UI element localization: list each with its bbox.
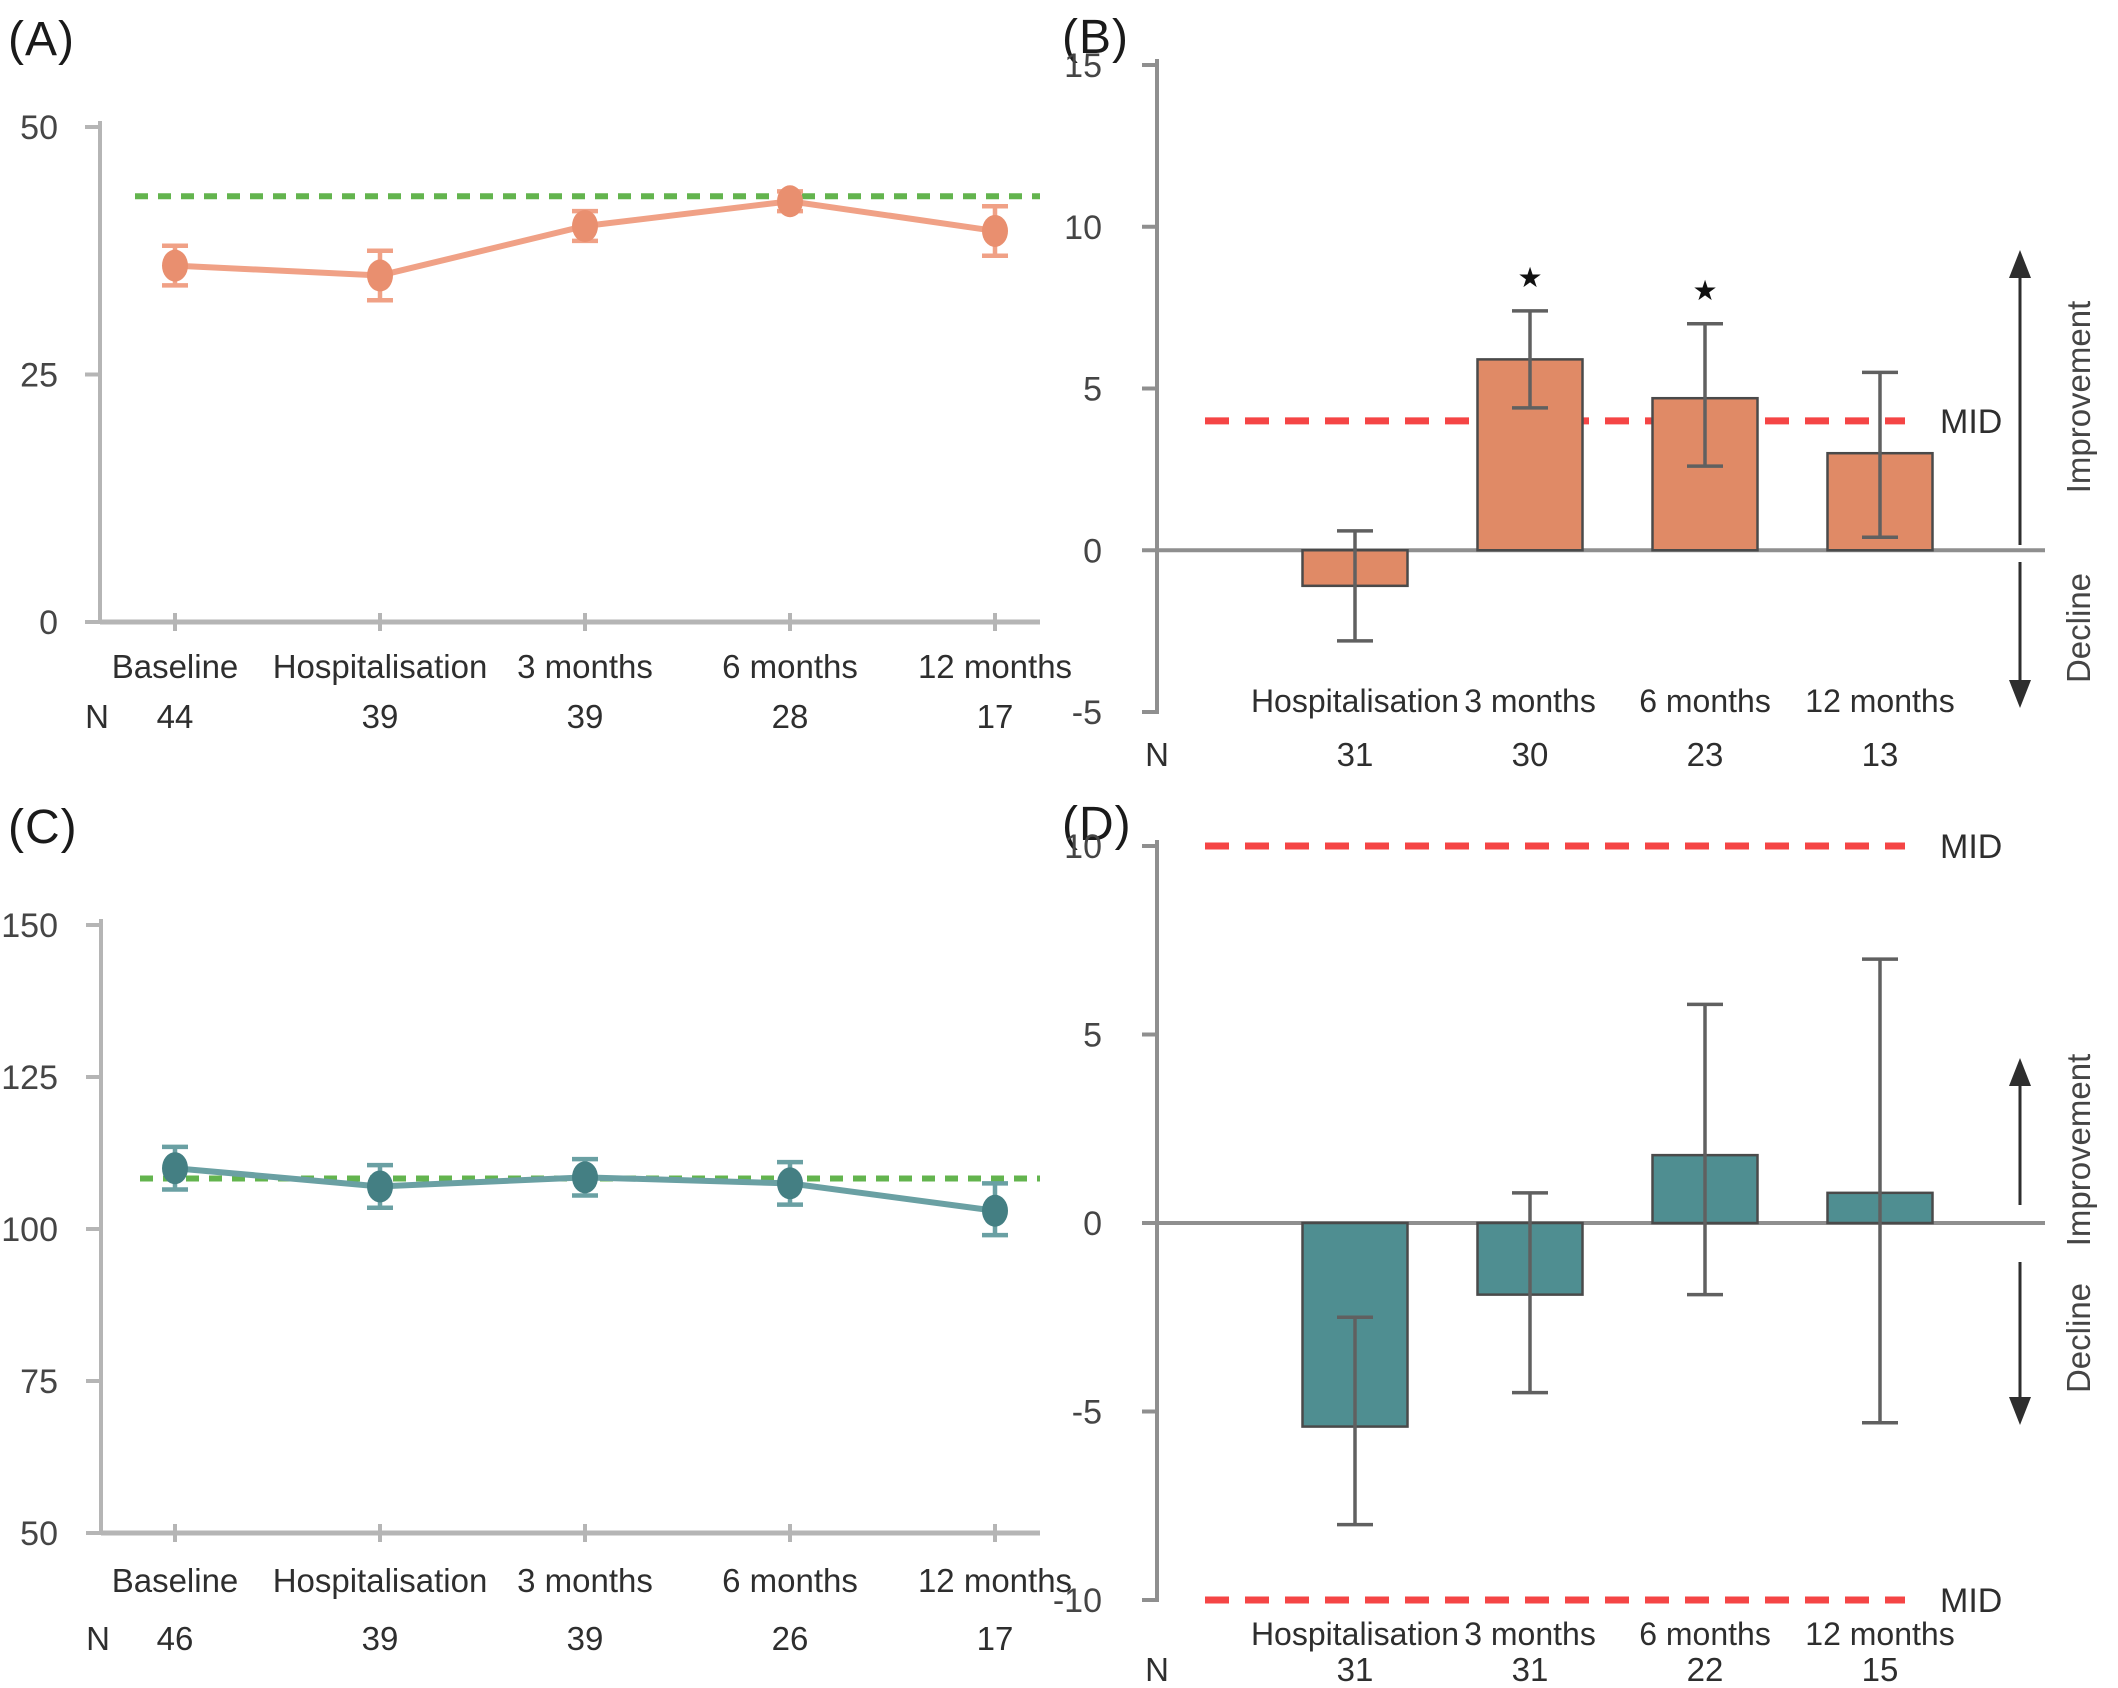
decline-label: Decline xyxy=(2060,1283,2097,1393)
n-value: 31 xyxy=(1512,1651,1549,1688)
y-tick-label: -10 xyxy=(1053,1582,1102,1620)
panel-a-letter: (A) xyxy=(8,13,75,66)
improvement-label: Improvement xyxy=(2060,1054,2097,1247)
n-value: 39 xyxy=(362,1620,399,1657)
n-value: 39 xyxy=(362,698,399,735)
category-label: 12 months xyxy=(918,648,1072,685)
n-value: 28 xyxy=(772,698,809,735)
decline-arrow xyxy=(2009,1262,2031,1425)
y-tick-label: 150 xyxy=(1,907,58,945)
n-value: 39 xyxy=(567,698,604,735)
y-tick-label: 0 xyxy=(1083,1205,1102,1243)
category-label: Hospitalisation xyxy=(273,648,488,685)
error-bar xyxy=(1337,1315,1373,1527)
n-value: 15 xyxy=(1862,1651,1899,1688)
category-label: 3 months xyxy=(517,1562,653,1599)
significance-star: ★ xyxy=(1517,262,1542,293)
n-value: 17 xyxy=(977,1620,1014,1657)
data-point xyxy=(982,1194,1008,1227)
y-tick-label: 5 xyxy=(1083,1017,1102,1055)
category-label: 6 months xyxy=(722,648,858,685)
y-tick-label: 15 xyxy=(1064,47,1102,85)
panel-d-letter: (D) xyxy=(1062,798,1132,851)
y-tick-label: 25 xyxy=(20,357,58,395)
y-tick-label: 5 xyxy=(1083,371,1102,409)
mid-label: MID xyxy=(1940,1582,2002,1620)
y-tick-label: 0 xyxy=(1083,532,1102,570)
y-tick-label: -5 xyxy=(1072,694,1102,732)
error-bar xyxy=(1512,1191,1548,1395)
y-tick-label: 50 xyxy=(20,109,58,147)
data-point xyxy=(367,259,393,292)
decline-label: Decline xyxy=(2060,573,2097,683)
n-row-label: N xyxy=(86,1620,110,1657)
y-tick-label: 10 xyxy=(1064,209,1102,247)
data-point xyxy=(572,210,598,242)
improvement-arrow xyxy=(2009,1058,2031,1205)
category-label: Baseline xyxy=(112,648,239,685)
data-point xyxy=(777,1167,803,1200)
n-value: 30 xyxy=(1512,736,1549,773)
improvement-arrow xyxy=(2009,250,2031,545)
category-label: Hospitalisation xyxy=(1251,1616,1459,1652)
y-tick-label: 0 xyxy=(39,604,58,642)
panel-c-chart: 150 125 100 75 50 Baseline Hospitalisation 3 mo… xyxy=(1,907,1072,1657)
data-point xyxy=(162,1152,188,1185)
category-label: 12 months xyxy=(918,1562,1072,1599)
y-tick-label: 75 xyxy=(20,1363,58,1401)
n-value: 17 xyxy=(977,698,1014,735)
y-tick-label: -5 xyxy=(1072,1394,1102,1432)
n-value: 46 xyxy=(157,1620,194,1657)
n-value: 26 xyxy=(772,1620,809,1657)
panel-b-chart: 15 10 5 0 -5 MID ★ ★ Hospitalisation 3 months 6 mo… xyxy=(1064,47,2097,773)
panel-b-letter: (B) xyxy=(1062,11,1129,64)
n-value: 13 xyxy=(1862,736,1899,773)
error-bar xyxy=(1862,370,1898,540)
category-label: 3 months xyxy=(1464,683,1596,719)
data-point xyxy=(982,214,1008,247)
n-value: 31 xyxy=(1337,1651,1374,1688)
category-label: 3 months xyxy=(1464,1616,1596,1652)
n-value: 22 xyxy=(1687,1651,1724,1688)
y-tick-label: 10 xyxy=(1064,828,1102,866)
mid-label: MID xyxy=(1940,828,2002,866)
data-point xyxy=(572,1161,598,1194)
data-point xyxy=(367,1170,393,1203)
y-tick-label: 125 xyxy=(1,1059,58,1097)
panel-d-chart: 10 5 0 -5 -10 MID MID Hospitalisation 3 months 6 … xyxy=(1053,828,2097,1688)
category-label: Hospitalisation xyxy=(1251,683,1459,719)
category-label: 3 months xyxy=(517,648,653,685)
data-point xyxy=(162,249,188,282)
n-row-label: N xyxy=(1145,736,1169,773)
error-bar xyxy=(1337,529,1373,643)
error-bar xyxy=(1862,957,1898,1425)
significance-star: ★ xyxy=(1692,275,1717,306)
n-value: 44 xyxy=(157,698,194,735)
category-label: Baseline xyxy=(112,1562,239,1599)
mid-label: MID xyxy=(1940,403,2002,441)
y-tick-label: 100 xyxy=(1,1211,58,1249)
category-label: 6 months xyxy=(1639,1616,1771,1652)
n-value: 23 xyxy=(1687,736,1724,773)
n-row-label: N xyxy=(85,698,109,735)
n-value: 31 xyxy=(1337,736,1374,773)
category-label: 6 months xyxy=(722,1562,858,1599)
y-tick-label: 50 xyxy=(20,1515,58,1553)
n-value: 39 xyxy=(567,1620,604,1657)
data-point xyxy=(777,185,803,218)
error-bar xyxy=(1512,309,1548,410)
category-label: 12 months xyxy=(1805,683,1954,719)
error-bar xyxy=(1687,322,1723,468)
category-label: Hospitalisation xyxy=(273,1562,488,1599)
panel-c-letter: (C) xyxy=(8,801,78,854)
improvement-label: Improvement xyxy=(2060,301,2097,494)
n-row-label: N xyxy=(1145,1651,1169,1688)
category-label: 6 months xyxy=(1639,683,1771,719)
category-label: 12 months xyxy=(1805,1616,1954,1652)
error-bar xyxy=(1687,1002,1723,1297)
decline-arrow xyxy=(2009,562,2031,708)
panel-a-chart: 50 25 0 Baseline Hospitalisation 3 months 6 mo… xyxy=(20,109,1072,735)
